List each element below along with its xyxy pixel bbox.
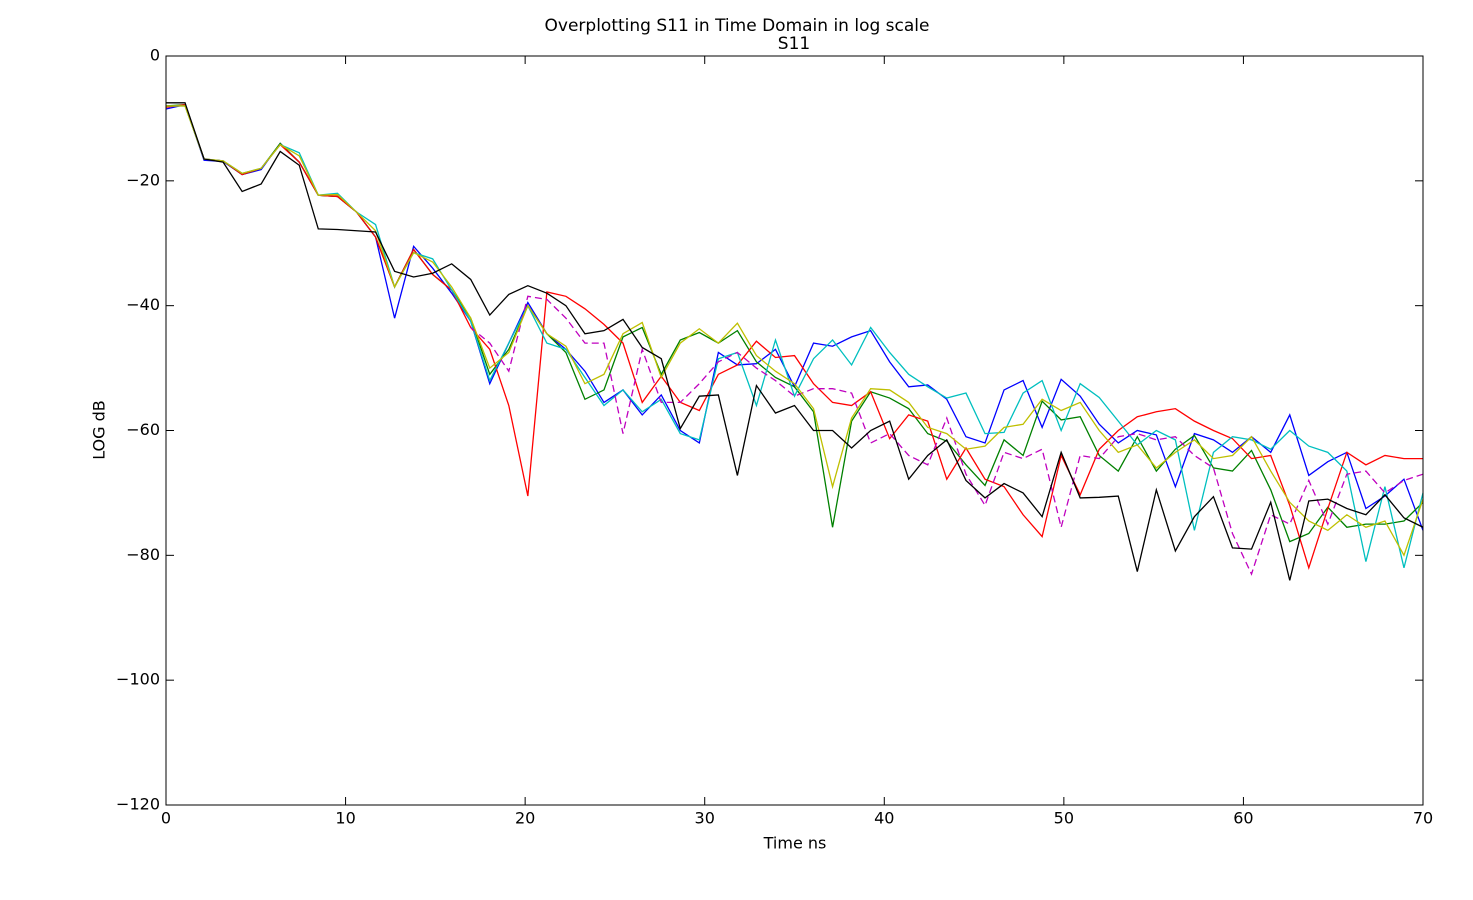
series-line: [470, 295, 1424, 576]
x-tick-label: 60: [1233, 809, 1253, 828]
y-tick-label: −60: [126, 420, 160, 439]
x-tick-label: 40: [874, 809, 894, 828]
x-axis-label: Time ns: [763, 834, 827, 853]
y-tick-label: −120: [116, 795, 160, 814]
chart-title: S11: [778, 34, 810, 54]
y-axis-label: LOG dB: [90, 400, 109, 460]
x-tick-label: 10: [335, 809, 355, 828]
x-tick-label: 20: [515, 809, 535, 828]
y-tick-label: 0: [150, 46, 160, 65]
x-tick-label: 30: [695, 809, 715, 828]
series-line: [166, 105, 1424, 557]
y-tick-label: −40: [126, 295, 160, 314]
y-tick-label: −100: [116, 670, 160, 689]
series-line: [165, 103, 1423, 570]
series-line: [166, 102, 1424, 581]
y-tick-label: −20: [126, 170, 160, 189]
series-line: [166, 105, 1424, 568]
x-tick-label: 70: [1413, 809, 1433, 828]
x-tick-label: 50: [1054, 809, 1074, 828]
x-tick-label: 0: [161, 809, 171, 828]
y-tick-label: −80: [126, 545, 160, 564]
chart-suptitle: Overplotting S11 in Time Domain in log s…: [545, 16, 930, 36]
